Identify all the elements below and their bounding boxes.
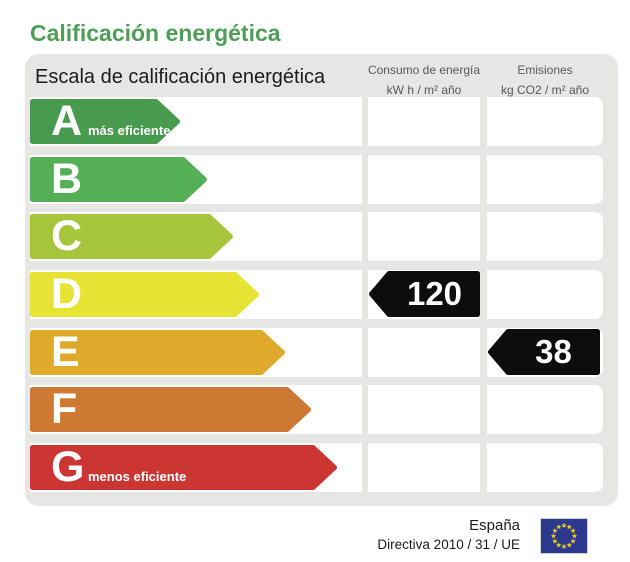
emissions-value: 38 <box>535 333 572 370</box>
consumption-value-cell <box>368 155 480 204</box>
consumption-value: 120 <box>406 275 463 312</box>
emissions-value-cell <box>487 212 603 261</box>
scale-heading: Escala de calificación energética <box>35 66 326 88</box>
emissions-column-title: Emisiones <box>517 63 573 77</box>
page-title: Calificación energética <box>30 20 281 46</box>
rating-bar-a <box>30 99 180 144</box>
emissions-value-cell <box>487 270 603 319</box>
emissions-indicator-arrow: 38 <box>488 329 600 375</box>
directive-label: Directiva 2010 / 31 / UE <box>377 537 520 552</box>
eu-flag-icon <box>540 518 588 554</box>
rating-bar-d <box>30 272 259 317</box>
country-label: España <box>469 517 520 534</box>
consumption-indicator-arrow: 120 <box>369 271 480 317</box>
rating-bar-g <box>30 445 337 490</box>
emissions-column-unit: kg CO2 / m² año <box>500 83 590 97</box>
rating-bar-e <box>30 330 285 375</box>
consumption-column-unit: kW h / m² año <box>386 83 462 97</box>
consumption-column-title: Consumo de energía <box>367 63 481 77</box>
left-arrow-icon <box>369 271 480 317</box>
emissions-value-cell <box>487 97 603 146</box>
consumption-value-cell <box>368 328 480 377</box>
consumption-value-cell <box>368 385 480 434</box>
left-arrow-icon <box>488 329 600 375</box>
rating-bar-f <box>30 387 311 432</box>
consumption-value-cell <box>368 443 480 492</box>
footer: España Directiva 2010 / 31 / UE <box>250 516 520 554</box>
emissions-column-header: Emisiones kg CO2 / m² año <box>483 60 607 100</box>
emissions-value-cell <box>487 155 603 204</box>
consumption-column-header: Consumo de energía kW h / m² año <box>360 60 488 100</box>
emissions-value-cell <box>487 385 603 434</box>
consumption-value-cell <box>368 97 480 146</box>
rating-bar-c <box>30 214 233 259</box>
consumption-value-cell <box>368 212 480 261</box>
rating-bar-b <box>30 157 207 202</box>
emissions-value-cell <box>487 443 603 492</box>
